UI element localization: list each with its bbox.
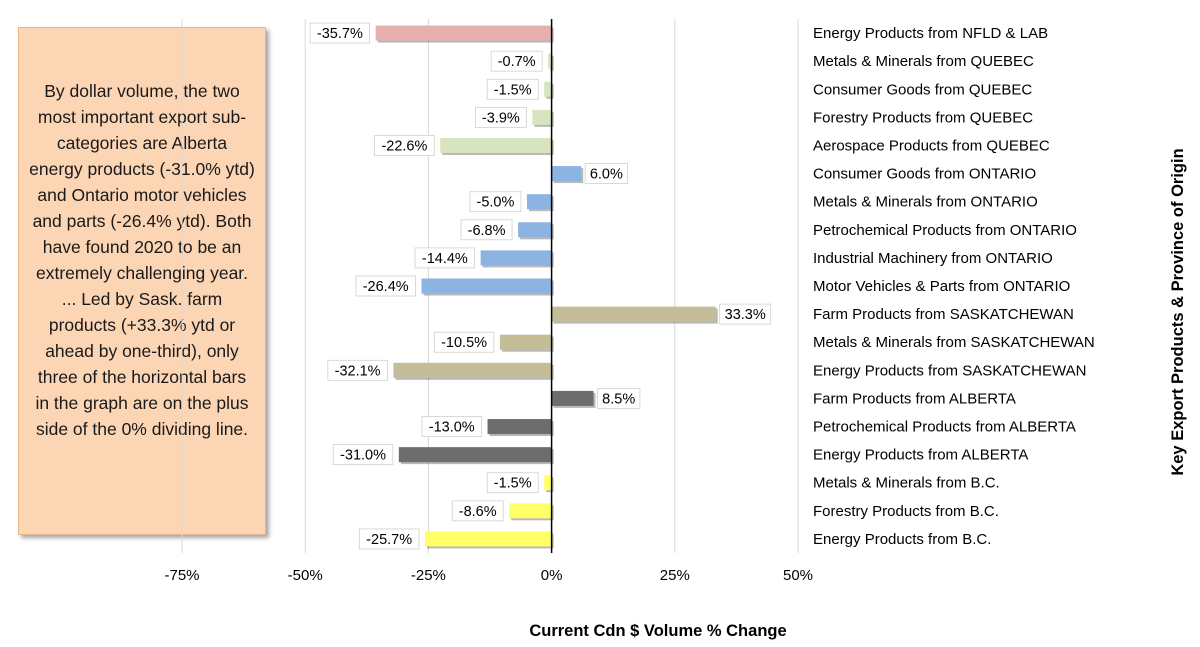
- category-label: Consumer Goods from QUEBEC: [813, 81, 1032, 98]
- annotation-text: By dollar volume, the two most important…: [29, 81, 255, 439]
- data-label-box: [374, 135, 435, 156]
- data-label: -3.9%: [482, 110, 520, 126]
- bar: [551, 390, 594, 406]
- x-tick-labels: -75% -50% -25% 0% 25% 50%: [164, 567, 813, 584]
- bar: [551, 166, 582, 182]
- category-label: Forestry Products from QUEBEC: [813, 109, 1033, 126]
- data-label-box: [309, 22, 371, 44]
- bar: [424, 531, 552, 547]
- bar: [532, 109, 552, 125]
- category-label: Metals & Minerals from SASKATCHEWAN: [813, 334, 1095, 351]
- category-label: Energy Products from SASKATCHEWAN: [813, 362, 1086, 379]
- data-label: -6.8%: [468, 223, 506, 239]
- data-label-box: [414, 247, 476, 269]
- bar: [509, 503, 552, 519]
- data-label-box: [469, 191, 522, 213]
- data-label-box: [421, 416, 482, 437]
- bar: [518, 222, 552, 238]
- data-label-box: [358, 528, 420, 550]
- bar: [440, 137, 552, 153]
- x-axis-title: Current Cdn $ Volume % Change: [529, 622, 786, 640]
- data-label: -1.5%: [494, 476, 532, 492]
- bar: [375, 25, 552, 41]
- category-label: Energy Products from ALBERTA: [813, 447, 1028, 464]
- bar: [487, 419, 552, 435]
- data-label: -31.0%: [340, 448, 386, 464]
- data-label-box: [460, 219, 513, 241]
- data-label: -32.1%: [335, 363, 381, 379]
- data-label: -13.0%: [429, 420, 475, 436]
- data-label-box: [486, 78, 539, 100]
- data-label-box: [474, 106, 527, 128]
- category-label: Farm Products from ALBERTA: [813, 390, 1016, 407]
- x-tick-label: -25%: [411, 567, 446, 584]
- data-label-box: [433, 331, 495, 353]
- category-label: Petrochemical Products from ONTARIO: [813, 222, 1077, 239]
- data-label: 8.5%: [602, 391, 635, 407]
- data-label-box: [597, 388, 641, 409]
- category-label: Farm Products from SASKATCHEWAN: [813, 306, 1074, 323]
- bar: [480, 250, 552, 266]
- category-label: Petrochemical Products from ALBERTA: [813, 419, 1076, 436]
- category-labels: Energy Products from NFLD & LAB Metals & …: [813, 25, 1095, 548]
- data-label-box: [327, 359, 388, 381]
- category-label: Metals & Minerals from B.C.: [813, 475, 1000, 492]
- data-label: -25.7%: [366, 532, 412, 548]
- x-tick-label: 25%: [660, 567, 690, 584]
- annotation-box: By dollar volume, the two most important…: [18, 27, 266, 535]
- data-label-box: [451, 500, 504, 522]
- data-label-box: [486, 472, 539, 494]
- data-label: -1.5%: [494, 82, 532, 98]
- bar: [544, 81, 552, 97]
- x-tick-label: 50%: [783, 567, 813, 584]
- bar: [526, 194, 552, 210]
- data-label-box: [490, 50, 543, 72]
- data-label: -5.0%: [477, 195, 515, 211]
- category-label: Metals & Minerals from ONTARIO: [813, 194, 1038, 211]
- category-label: Aerospace Products from QUEBEC: [813, 137, 1050, 154]
- x-tick-label: 0%: [541, 567, 563, 584]
- data-label: -22.6%: [381, 138, 427, 154]
- bar: [393, 362, 552, 378]
- bar: [398, 447, 552, 463]
- category-label: Energy Products from NFLD & LAB: [813, 25, 1048, 42]
- data-label-box: [719, 303, 772, 325]
- bar: [499, 334, 552, 350]
- data-label: 6.0%: [590, 167, 623, 183]
- bar: [551, 306, 716, 322]
- bar: [548, 53, 552, 69]
- data-label: -10.5%: [441, 335, 487, 351]
- data-label: -0.7%: [498, 54, 536, 70]
- bar: [421, 278, 552, 294]
- data-labels: -35.7% -0.7% -1.5% -3.9% -22.6% 6.0% -5.0% -6.8…: [309, 22, 772, 550]
- data-label-box: [355, 275, 416, 297]
- bars: [375, 25, 718, 549]
- category-label: Forestry Products from B.C.: [813, 503, 999, 520]
- category-label: Motor Vehicles & Parts from ONTARIO: [813, 278, 1070, 295]
- data-label: -35.7%: [317, 26, 363, 42]
- x-tick-label: -50%: [288, 567, 323, 584]
- category-label: Metals & Minerals from QUEBEC: [813, 53, 1034, 70]
- category-label: Industrial Machinery from ONTARIO: [813, 250, 1053, 267]
- category-label: Consumer Goods from ONTARIO: [813, 166, 1036, 183]
- data-label-box: [332, 444, 394, 466]
- data-label: 33.3%: [725, 307, 766, 323]
- y-axis-title: Key Export Products & Province of Origin: [1169, 148, 1187, 475]
- data-label-box: [584, 163, 628, 184]
- bar: [544, 475, 552, 491]
- category-label: Energy Products from B.C.: [813, 531, 991, 548]
- data-label: -14.4%: [422, 251, 468, 267]
- x-tick-label: -75%: [164, 567, 199, 584]
- data-label: -26.4%: [363, 279, 409, 295]
- data-label: -8.6%: [459, 504, 497, 520]
